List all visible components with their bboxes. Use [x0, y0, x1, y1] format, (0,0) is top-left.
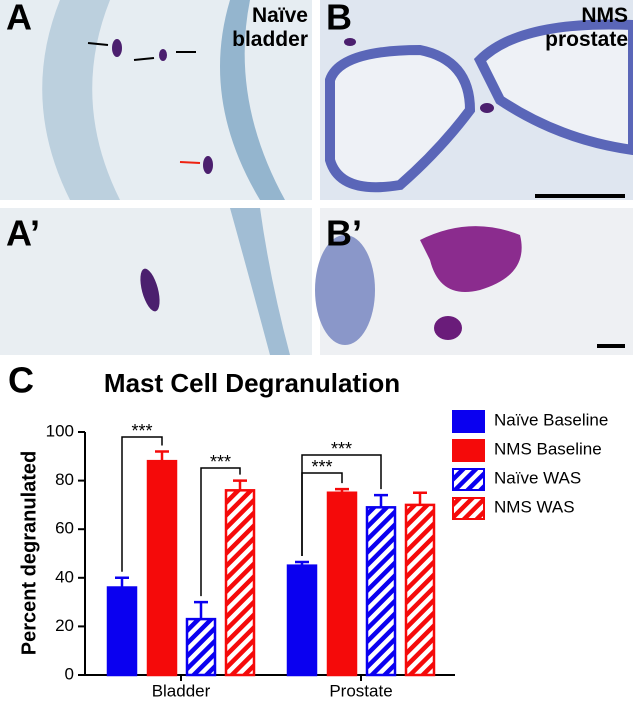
error-bar: [413, 491, 427, 505]
bar: [224, 489, 256, 677]
bar: [326, 491, 358, 677]
error-bar: [194, 600, 208, 620]
legend-swatch: [452, 468, 485, 491]
error-bar: [155, 450, 169, 462]
significance-label: ***: [131, 421, 152, 441]
caption-line: NMS: [581, 4, 628, 27]
panel-label: A: [6, 0, 32, 38]
panel-label: A’: [6, 213, 40, 254]
significance-bracket: [121, 436, 163, 572]
bar: [286, 564, 318, 677]
panel-caption: NMS prostate: [545, 4, 628, 51]
caption-line: bladder: [232, 28, 308, 51]
bar: [185, 617, 217, 677]
panel-label: B: [326, 0, 352, 38]
bar: [106, 586, 138, 677]
y-tick-label: 60: [55, 519, 74, 538]
micrograph-a: [0, 0, 312, 200]
significance-bracket: [301, 454, 382, 557]
significance-label: ***: [210, 452, 231, 472]
chart-title: Mast Cell Degranulation: [104, 368, 400, 398]
y-tick-label: 80: [55, 470, 74, 489]
x-tick-label: Bladder: [152, 681, 211, 700]
bar: [146, 459, 178, 677]
error-bar: [335, 487, 349, 493]
significance-label: ***: [331, 439, 352, 459]
legend-swatch: [452, 497, 485, 520]
legend-swatch: [452, 439, 485, 462]
y-axis-label: Percent degranulated: [18, 451, 40, 656]
significance-bracket: [200, 467, 241, 597]
bar: [365, 506, 397, 677]
legend-swatch: [452, 410, 485, 433]
y-tick-label: 20: [55, 616, 74, 635]
y-tick-label: 100: [46, 421, 74, 440]
micrograph-b2: [315, 208, 633, 355]
panel-label: C: [8, 360, 34, 401]
error-bar: [374, 493, 388, 508]
legend-label: Naïve WAS: [494, 468, 581, 487]
y-tick-label: 0: [65, 664, 74, 683]
error-bar: [115, 576, 129, 588]
legend-label: NMS WAS: [494, 497, 575, 516]
x-tick-label: Prostate: [329, 681, 392, 700]
panel-caption: Naïve bladder: [232, 4, 308, 51]
micrograph-b: [320, 0, 633, 200]
y-tick-label: 40: [55, 567, 74, 586]
bar: [404, 503, 436, 677]
caption-line: Naïve: [252, 4, 308, 27]
panel-label: B’: [326, 213, 362, 254]
significance-label: ***: [311, 457, 332, 477]
caption-line: prostate: [545, 28, 628, 51]
error-bar: [295, 560, 309, 566]
error-bar: [233, 479, 247, 491]
micrograph-a2: [0, 208, 312, 355]
legend-label: NMS Baseline: [494, 439, 602, 458]
legend-label: Naïve Baseline: [494, 410, 608, 429]
